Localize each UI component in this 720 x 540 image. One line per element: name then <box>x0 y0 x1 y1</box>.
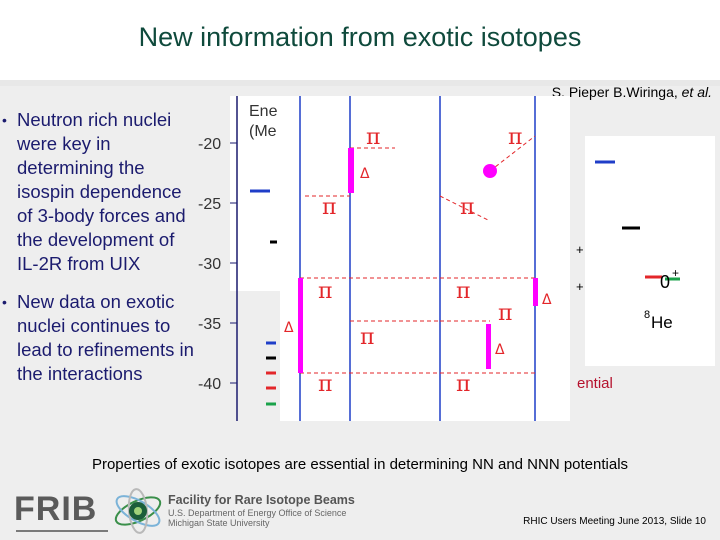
footer <box>0 480 720 540</box>
y-tick-label: -25 <box>198 196 221 213</box>
nucleus-symbol: He <box>651 313 673 332</box>
citation-etal: et al. <box>681 84 712 100</box>
org-department: U.S. Department of Energy Office of Scie… <box>168 508 347 518</box>
org-name: Facility for Rare Isotope Beams <box>168 493 355 507</box>
y-axis-label: (Me <box>249 123 277 140</box>
bullet-text: New data on exotic nuclei continues to l… <box>17 291 194 384</box>
delta-symbol: Δ <box>495 342 505 358</box>
logo-underline <box>16 530 108 532</box>
level-panel <box>585 136 715 366</box>
bullet-dot-icon: • <box>2 294 7 310</box>
y-tick-label: -30 <box>198 256 221 273</box>
dashed-line <box>489 135 536 172</box>
atom-logo-icon <box>114 488 162 534</box>
citation-authors: S. Pieper B.Wiringa, <box>551 84 682 100</box>
pi-symbol: π <box>498 301 512 326</box>
y-tick-label: -40 <box>198 376 221 393</box>
bullet-item: • New data on exotic nuclei continues to … <box>0 290 200 386</box>
title-divider <box>0 80 720 86</box>
slide-reference: RHIC Users Meeting June 2013, Slide 10 <box>523 516 706 527</box>
level-spin-label: 0 <box>660 272 670 292</box>
pi-symbol: π <box>318 372 332 397</box>
y-tick-label: -35 <box>198 316 221 333</box>
nucleus-mass-number: 8 <box>644 309 650 321</box>
slide-title: New information from exotic isotopes <box>138 22 582 52</box>
pi-symbol: π <box>318 279 332 304</box>
pi-symbol: π <box>456 279 470 304</box>
level-spin-parity: + <box>672 266 679 280</box>
pi-symbol: π <box>456 372 470 397</box>
energy-level-diagram: -20 -25 -30 -35 -40 Ene (Me <box>198 96 715 421</box>
bullet-list: • Neutron rich nuclei were key in determi… <box>0 108 200 400</box>
delta-symbol: Δ <box>542 292 552 308</box>
org-university: Michigan State University <box>168 518 270 528</box>
parity-plus: + <box>576 279 584 294</box>
pi-symbol: π <box>360 325 374 350</box>
y-tick-label: -20 <box>198 136 221 153</box>
parity-plus: + <box>576 242 584 257</box>
pi-symbol: π <box>366 125 380 150</box>
delta-bar <box>486 324 491 369</box>
axis-panel <box>230 96 280 291</box>
pi-symbol: π <box>508 125 522 150</box>
frib-logo-text: FRIB <box>14 490 98 528</box>
pi-symbol: π <box>460 195 474 220</box>
y-axis-label: Ene <box>249 103 278 120</box>
citation: S. Pieper B.Wiringa, et al. <box>552 84 712 100</box>
delta-symbol: Δ <box>360 166 370 182</box>
delta-bar <box>533 278 538 306</box>
slide-caption: Properties of exotic isotopes are essent… <box>91 456 629 473</box>
delta-symbol: Δ <box>284 320 294 336</box>
pi-symbol: π <box>322 195 336 220</box>
dashed-line <box>439 195 491 222</box>
bullet-item: • Neutron rich nuclei were key in determi… <box>0 108 200 276</box>
plot-panel <box>280 96 570 421</box>
fragment-label: ential <box>577 375 613 392</box>
bullet-text: Neutron rich nuclei were key in determin… <box>17 109 186 274</box>
delta-bar <box>298 278 303 373</box>
data-point <box>483 164 497 178</box>
bullet-dot-icon: • <box>2 112 7 128</box>
delta-bar <box>348 148 354 193</box>
title-bar: New information from exotic isotopes <box>0 0 720 80</box>
